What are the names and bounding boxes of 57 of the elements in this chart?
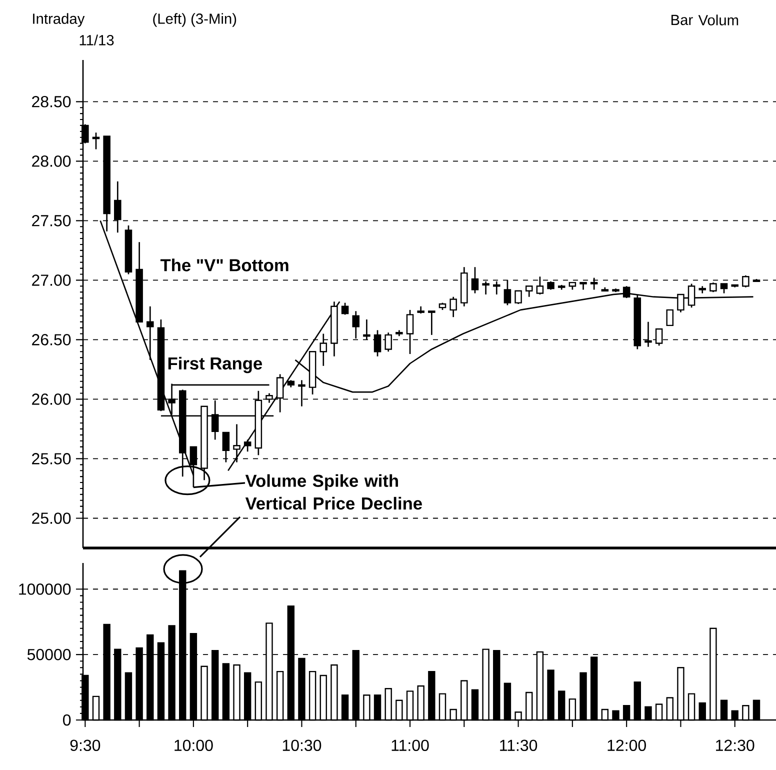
y-tick-label: 50000 — [27, 648, 71, 660]
candlestick — [276, 374, 284, 413]
candlestick — [493, 280, 500, 296]
candlestick — [482, 280, 490, 296]
text: Volum — [698, 14, 738, 26]
text: (Left) (3-Min) — [153, 13, 236, 27]
candlestick — [428, 310, 436, 336]
candlestick — [644, 321, 652, 348]
candlestick — [222, 432, 230, 463]
candlestick — [536, 276, 544, 296]
candlestick — [742, 274, 750, 288]
x-tick-label: 12:30 — [716, 740, 754, 752]
candlestick — [590, 277, 598, 290]
x-tick-label: 10:00 — [174, 740, 213, 752]
candlestick — [710, 282, 717, 293]
candlestick — [244, 439, 252, 452]
y-tick-label: 100000 — [19, 583, 71, 595]
candlestick — [655, 328, 663, 346]
x-tick-label: 10:30 — [282, 740, 322, 752]
y-tick-label: 0 — [63, 714, 71, 726]
x-tick-label: 11:30 — [500, 740, 538, 752]
x-tick-label: 11:00 — [392, 740, 429, 752]
text: Bar — [671, 14, 693, 26]
candlestick — [666, 309, 674, 326]
candlestick — [374, 330, 382, 358]
candlestick — [504, 280, 512, 306]
candlestick — [406, 309, 414, 355]
x-tick-label: 9:30 — [70, 740, 100, 752]
candlestick — [114, 180, 122, 234]
y-tick-label: 25.00 — [32, 512, 71, 524]
candlestick — [514, 290, 522, 305]
y-tick-label: 27.50 — [32, 215, 71, 226]
y-tick-label: 25.50 — [32, 453, 71, 464]
annotation: First Range — [168, 356, 262, 374]
annotation: Volume Spike with Vertical Price Decline — [245, 474, 422, 510]
candlestick — [320, 333, 328, 367]
candlestick — [525, 285, 533, 298]
candlestick — [450, 296, 457, 318]
candlestick — [298, 379, 306, 408]
candlestick — [363, 318, 370, 340]
candlestick — [352, 310, 360, 340]
candlestick — [146, 306, 154, 361]
y-tick-label: 28.00 — [32, 156, 71, 167]
y-tick-label: 27.00 — [32, 274, 71, 286]
chart-subtitle: 11/13 — [80, 34, 114, 46]
chart-title: Intraday — [33, 13, 85, 27]
y-tick-label: 26.00 — [32, 394, 71, 405]
y-tick-label: 28.50 — [32, 96, 71, 108]
candlestick — [384, 332, 392, 352]
candlestick — [471, 266, 479, 294]
candlestick — [341, 302, 349, 316]
candlestick — [266, 392, 273, 404]
x-tick-label: 12:00 — [608, 740, 646, 752]
y-tick-label: 26.50 — [32, 334, 71, 346]
annotation: The "V" Bottom — [160, 258, 288, 272]
candlestick — [720, 283, 728, 294]
candlestick — [233, 424, 240, 463]
